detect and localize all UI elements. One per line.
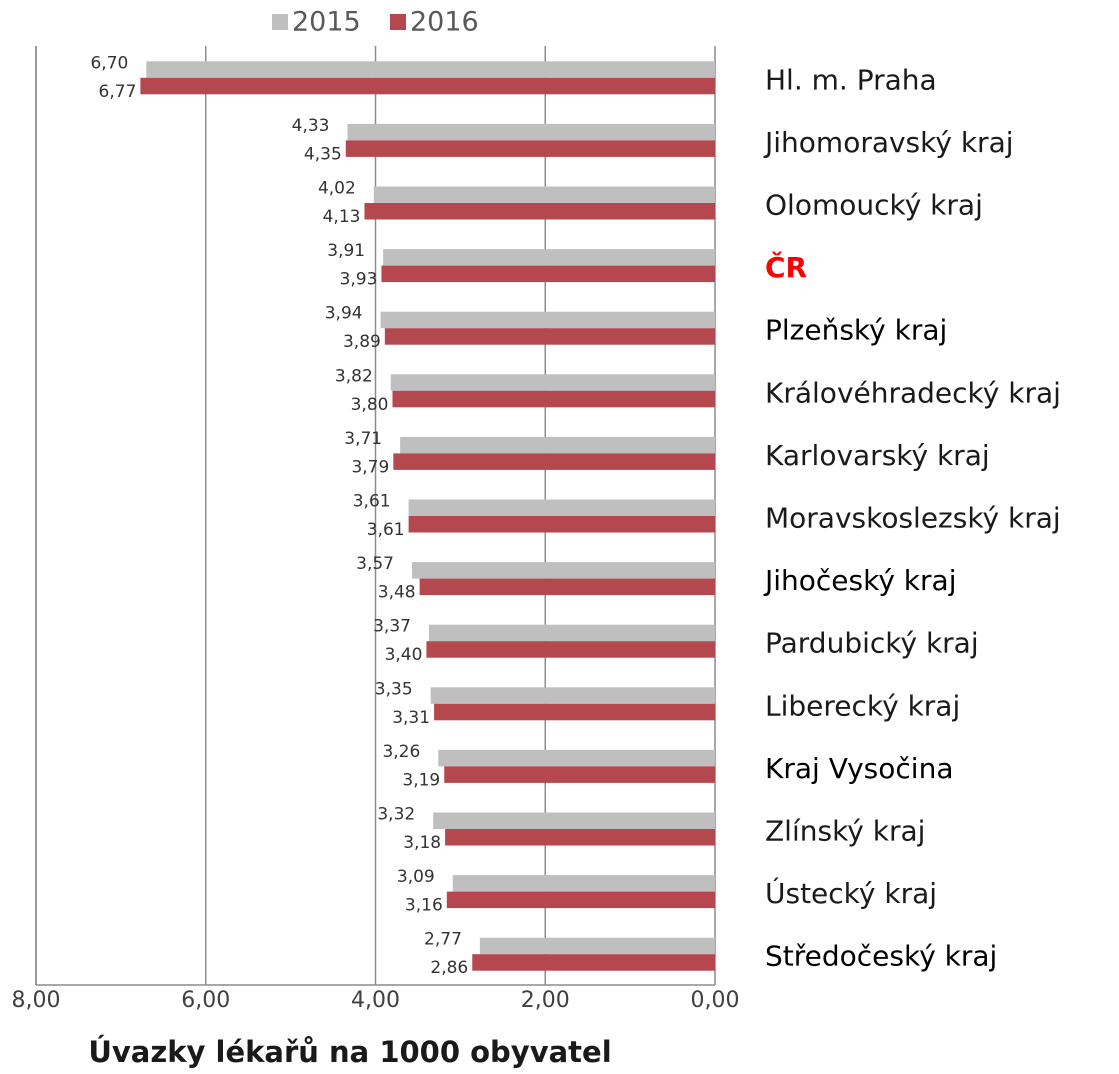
bar <box>446 891 715 909</box>
legend-swatch <box>272 14 288 30</box>
bar <box>479 937 715 955</box>
category-label: Královéhradecký kraj <box>765 376 1061 409</box>
value-label: 3,26 <box>382 742 420 762</box>
value-label: 3,89 <box>343 332 381 352</box>
value-label: 2,77 <box>424 930 462 950</box>
category-label: Liberecký kraj <box>765 689 960 722</box>
category-label: Moravskoslezský kraj <box>765 502 1061 535</box>
bar <box>434 703 715 721</box>
x-tick-label: 8,00 <box>12 988 61 1013</box>
bar <box>472 954 715 971</box>
bar <box>381 265 715 283</box>
legend-label: 2015 <box>292 7 361 38</box>
value-label: 3,16 <box>405 896 443 916</box>
bar <box>392 390 715 408</box>
value-label: 3,79 <box>351 457 389 477</box>
bar <box>411 562 715 579</box>
value-label: 3,82 <box>335 366 373 386</box>
value-label: 3,35 <box>375 679 413 699</box>
category-label: Hl. m. Praha <box>765 63 937 96</box>
bar <box>419 578 715 596</box>
value-label: 6,77 <box>99 82 137 102</box>
legend-label: 2016 <box>410 7 479 38</box>
bar <box>428 624 715 642</box>
category-label: Kraj Vysočina <box>765 752 953 785</box>
x-tick-label: 2,00 <box>521 988 570 1013</box>
value-label: 2,86 <box>430 958 468 978</box>
value-label: 3,32 <box>377 805 415 825</box>
bar <box>445 829 715 846</box>
bar <box>347 123 715 141</box>
category-label: Plzeňský kraj <box>765 314 947 347</box>
value-label: 3,91 <box>327 241 365 261</box>
category-label: Jihočeský kraj <box>763 564 956 597</box>
category-label: Olomoucký kraj <box>765 189 983 222</box>
value-label: 4,33 <box>292 116 330 136</box>
bar <box>140 77 716 95</box>
bar <box>384 328 715 345</box>
bar <box>408 516 715 533</box>
value-label: 6,70 <box>90 53 128 73</box>
bar <box>364 203 715 220</box>
bar <box>390 374 715 391</box>
bar <box>345 140 715 157</box>
value-label: 4,02 <box>318 179 356 199</box>
category-label: Jihomoravský kraj <box>763 126 1014 159</box>
category-label: Karlovarský kraj <box>765 439 990 472</box>
value-label: 3,93 <box>340 270 378 290</box>
value-label: 3,61 <box>353 492 391 512</box>
category-label: Středočeský kraj <box>765 940 997 973</box>
value-label: 3,40 <box>385 645 423 665</box>
bar <box>393 453 715 470</box>
value-label: 3,48 <box>378 583 416 603</box>
value-label: 3,19 <box>402 770 440 790</box>
bar <box>433 812 715 829</box>
bar <box>452 875 715 892</box>
value-label: 3,80 <box>351 395 389 415</box>
x-tick-label: 0,00 <box>691 988 740 1013</box>
value-label: 3,61 <box>367 520 405 540</box>
x-tick-label: 6,00 <box>181 988 230 1013</box>
x-tick-label: 4,00 <box>351 988 400 1013</box>
bar <box>400 436 715 454</box>
bar <box>430 687 715 704</box>
category-label: Ústecký kraj <box>765 876 937 910</box>
bar <box>408 499 715 516</box>
bar <box>444 766 715 783</box>
category-label: Pardubický kraj <box>765 627 979 660</box>
bar <box>373 186 715 203</box>
bar <box>383 249 715 266</box>
category-label: ČR <box>765 250 807 284</box>
value-label: 3,57 <box>356 554 394 574</box>
legend-swatch <box>390 14 406 30</box>
category-label: Zlínský kraj <box>765 815 925 848</box>
value-label: 3,94 <box>325 304 363 324</box>
bar <box>426 641 715 658</box>
bar <box>146 61 715 78</box>
value-label: 3,31 <box>392 708 430 728</box>
value-label: 4,35 <box>304 144 342 164</box>
value-label: 4,13 <box>323 207 361 227</box>
bar <box>438 749 715 767</box>
value-label: 3,18 <box>403 833 441 853</box>
bar <box>380 311 715 329</box>
value-label: 3,09 <box>397 867 435 887</box>
value-label: 3,71 <box>344 429 382 449</box>
x-axis-title: Úvazky lékařů na 1000 obyvatel <box>88 1035 611 1069</box>
value-label: 3,37 <box>373 617 411 637</box>
